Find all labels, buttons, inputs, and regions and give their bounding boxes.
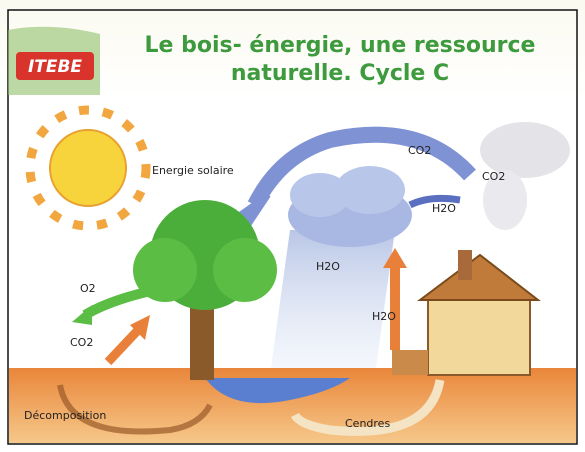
woodpile — [392, 350, 428, 375]
sun — [30, 110, 146, 226]
canopy-part — [213, 238, 277, 302]
house-roof — [420, 255, 538, 300]
label: H2O — [432, 202, 456, 215]
label: O2 — [80, 282, 96, 295]
page: ITEBE Le bois- énergie, une ressource na… — [0, 0, 585, 452]
label: CO2 — [70, 336, 93, 349]
label: H2O — [372, 310, 396, 323]
arrow — [108, 328, 140, 362]
house-wall — [428, 298, 530, 375]
rain — [270, 230, 395, 375]
label: CO2 — [408, 144, 431, 157]
arrow-head — [72, 305, 92, 325]
title-line: Le bois- énergie, une ressource — [145, 33, 536, 58]
label: H2O — [316, 260, 340, 273]
chimney — [458, 250, 472, 280]
house — [392, 250, 538, 375]
sun-disc — [50, 130, 126, 206]
title-line: naturelle. Cycle C — [231, 61, 449, 86]
label: CO2 — [482, 170, 505, 183]
label: Cendres — [345, 417, 390, 430]
label: Energie solaire — [152, 164, 234, 177]
cloud-part — [335, 166, 405, 214]
label: Décomposition — [24, 409, 106, 422]
cloud — [288, 166, 412, 247]
logo: ITEBE — [28, 57, 82, 77]
